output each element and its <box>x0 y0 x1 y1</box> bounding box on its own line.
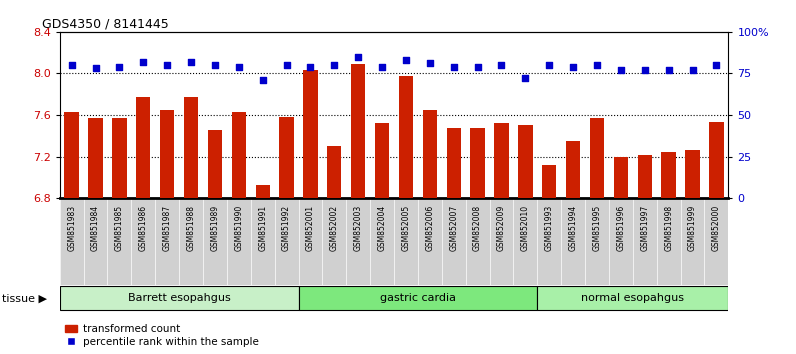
Bar <box>470 127 485 198</box>
Point <box>280 62 293 68</box>
Text: GSM851985: GSM851985 <box>115 205 124 251</box>
Bar <box>208 130 222 198</box>
Bar <box>518 125 533 198</box>
Point <box>328 62 341 68</box>
Text: GSM851989: GSM851989 <box>210 205 220 251</box>
Text: GSM852002: GSM852002 <box>330 205 339 251</box>
Bar <box>256 185 270 198</box>
Text: GSM852001: GSM852001 <box>306 205 315 251</box>
Bar <box>112 118 127 198</box>
Text: GSM851998: GSM851998 <box>664 205 673 251</box>
Bar <box>542 165 556 198</box>
Text: GSM851990: GSM851990 <box>234 205 244 251</box>
Point <box>304 64 317 70</box>
Text: GSM851997: GSM851997 <box>640 205 650 251</box>
Point <box>376 64 388 70</box>
Bar <box>494 124 509 198</box>
Text: GSM851987: GSM851987 <box>162 205 172 251</box>
Point <box>209 62 221 68</box>
Bar <box>614 156 628 198</box>
Point <box>65 62 78 68</box>
Bar <box>88 118 103 198</box>
Text: GSM852006: GSM852006 <box>425 205 435 251</box>
Text: gastric cardia: gastric cardia <box>380 293 456 303</box>
Bar <box>327 146 341 198</box>
Point <box>615 67 627 73</box>
Bar <box>279 117 294 198</box>
Text: GSM851994: GSM851994 <box>568 205 578 251</box>
Point <box>567 64 579 70</box>
Text: GSM852005: GSM852005 <box>401 205 411 251</box>
Bar <box>303 70 318 198</box>
Text: GSM852009: GSM852009 <box>497 205 506 251</box>
Text: GSM852000: GSM852000 <box>712 205 721 251</box>
Text: GSM852007: GSM852007 <box>449 205 458 251</box>
Bar <box>375 124 389 198</box>
Point <box>352 54 365 59</box>
Bar <box>399 75 413 198</box>
Text: GSM851988: GSM851988 <box>186 205 196 251</box>
Text: GSM852003: GSM852003 <box>353 205 363 251</box>
Text: GSM851996: GSM851996 <box>616 205 626 251</box>
Text: GSM851992: GSM851992 <box>282 205 291 251</box>
Text: GDS4350 / 8141445: GDS4350 / 8141445 <box>41 18 169 31</box>
Point <box>495 62 508 68</box>
Point <box>400 57 412 63</box>
Point <box>638 67 651 73</box>
Bar <box>160 110 174 198</box>
Point <box>662 67 675 73</box>
Bar <box>184 97 198 198</box>
Point <box>543 62 556 68</box>
Text: GSM852010: GSM852010 <box>521 205 530 251</box>
Bar <box>638 155 652 198</box>
Bar <box>423 110 437 198</box>
Point <box>185 59 197 65</box>
Point <box>89 65 102 71</box>
Point <box>256 77 269 83</box>
Point <box>471 64 484 70</box>
Text: tissue ▶: tissue ▶ <box>2 293 47 303</box>
Bar <box>661 153 676 198</box>
FancyBboxPatch shape <box>298 286 537 310</box>
Bar <box>566 141 580 198</box>
Text: Barrett esopahgus: Barrett esopahgus <box>127 293 231 303</box>
Point <box>710 62 723 68</box>
Point <box>447 64 460 70</box>
Text: GSM851993: GSM851993 <box>544 205 554 251</box>
Bar <box>447 127 461 198</box>
Text: GSM851984: GSM851984 <box>91 205 100 251</box>
Bar <box>232 112 246 198</box>
Point <box>232 64 245 70</box>
FancyBboxPatch shape <box>60 286 298 310</box>
Legend: transformed count, percentile rank within the sample: transformed count, percentile rank withi… <box>65 324 259 347</box>
Point <box>161 62 174 68</box>
Text: GSM851991: GSM851991 <box>258 205 267 251</box>
Point <box>423 61 436 66</box>
Bar <box>351 64 365 198</box>
Text: GSM852008: GSM852008 <box>473 205 482 251</box>
Bar <box>590 118 604 198</box>
Text: GSM852004: GSM852004 <box>377 205 387 251</box>
Text: GSM851995: GSM851995 <box>592 205 602 251</box>
Text: GSM851999: GSM851999 <box>688 205 697 251</box>
Point <box>519 76 532 81</box>
Bar <box>685 150 700 198</box>
Bar <box>64 112 79 198</box>
Text: GSM851986: GSM851986 <box>139 205 148 251</box>
FancyBboxPatch shape <box>537 286 728 310</box>
Point <box>113 64 126 70</box>
Point <box>686 67 699 73</box>
Text: normal esopahgus: normal esopahgus <box>581 293 685 303</box>
Point <box>137 59 150 65</box>
Bar <box>136 97 150 198</box>
Bar <box>709 122 724 198</box>
Point <box>591 62 603 68</box>
Text: GSM851983: GSM851983 <box>67 205 76 251</box>
